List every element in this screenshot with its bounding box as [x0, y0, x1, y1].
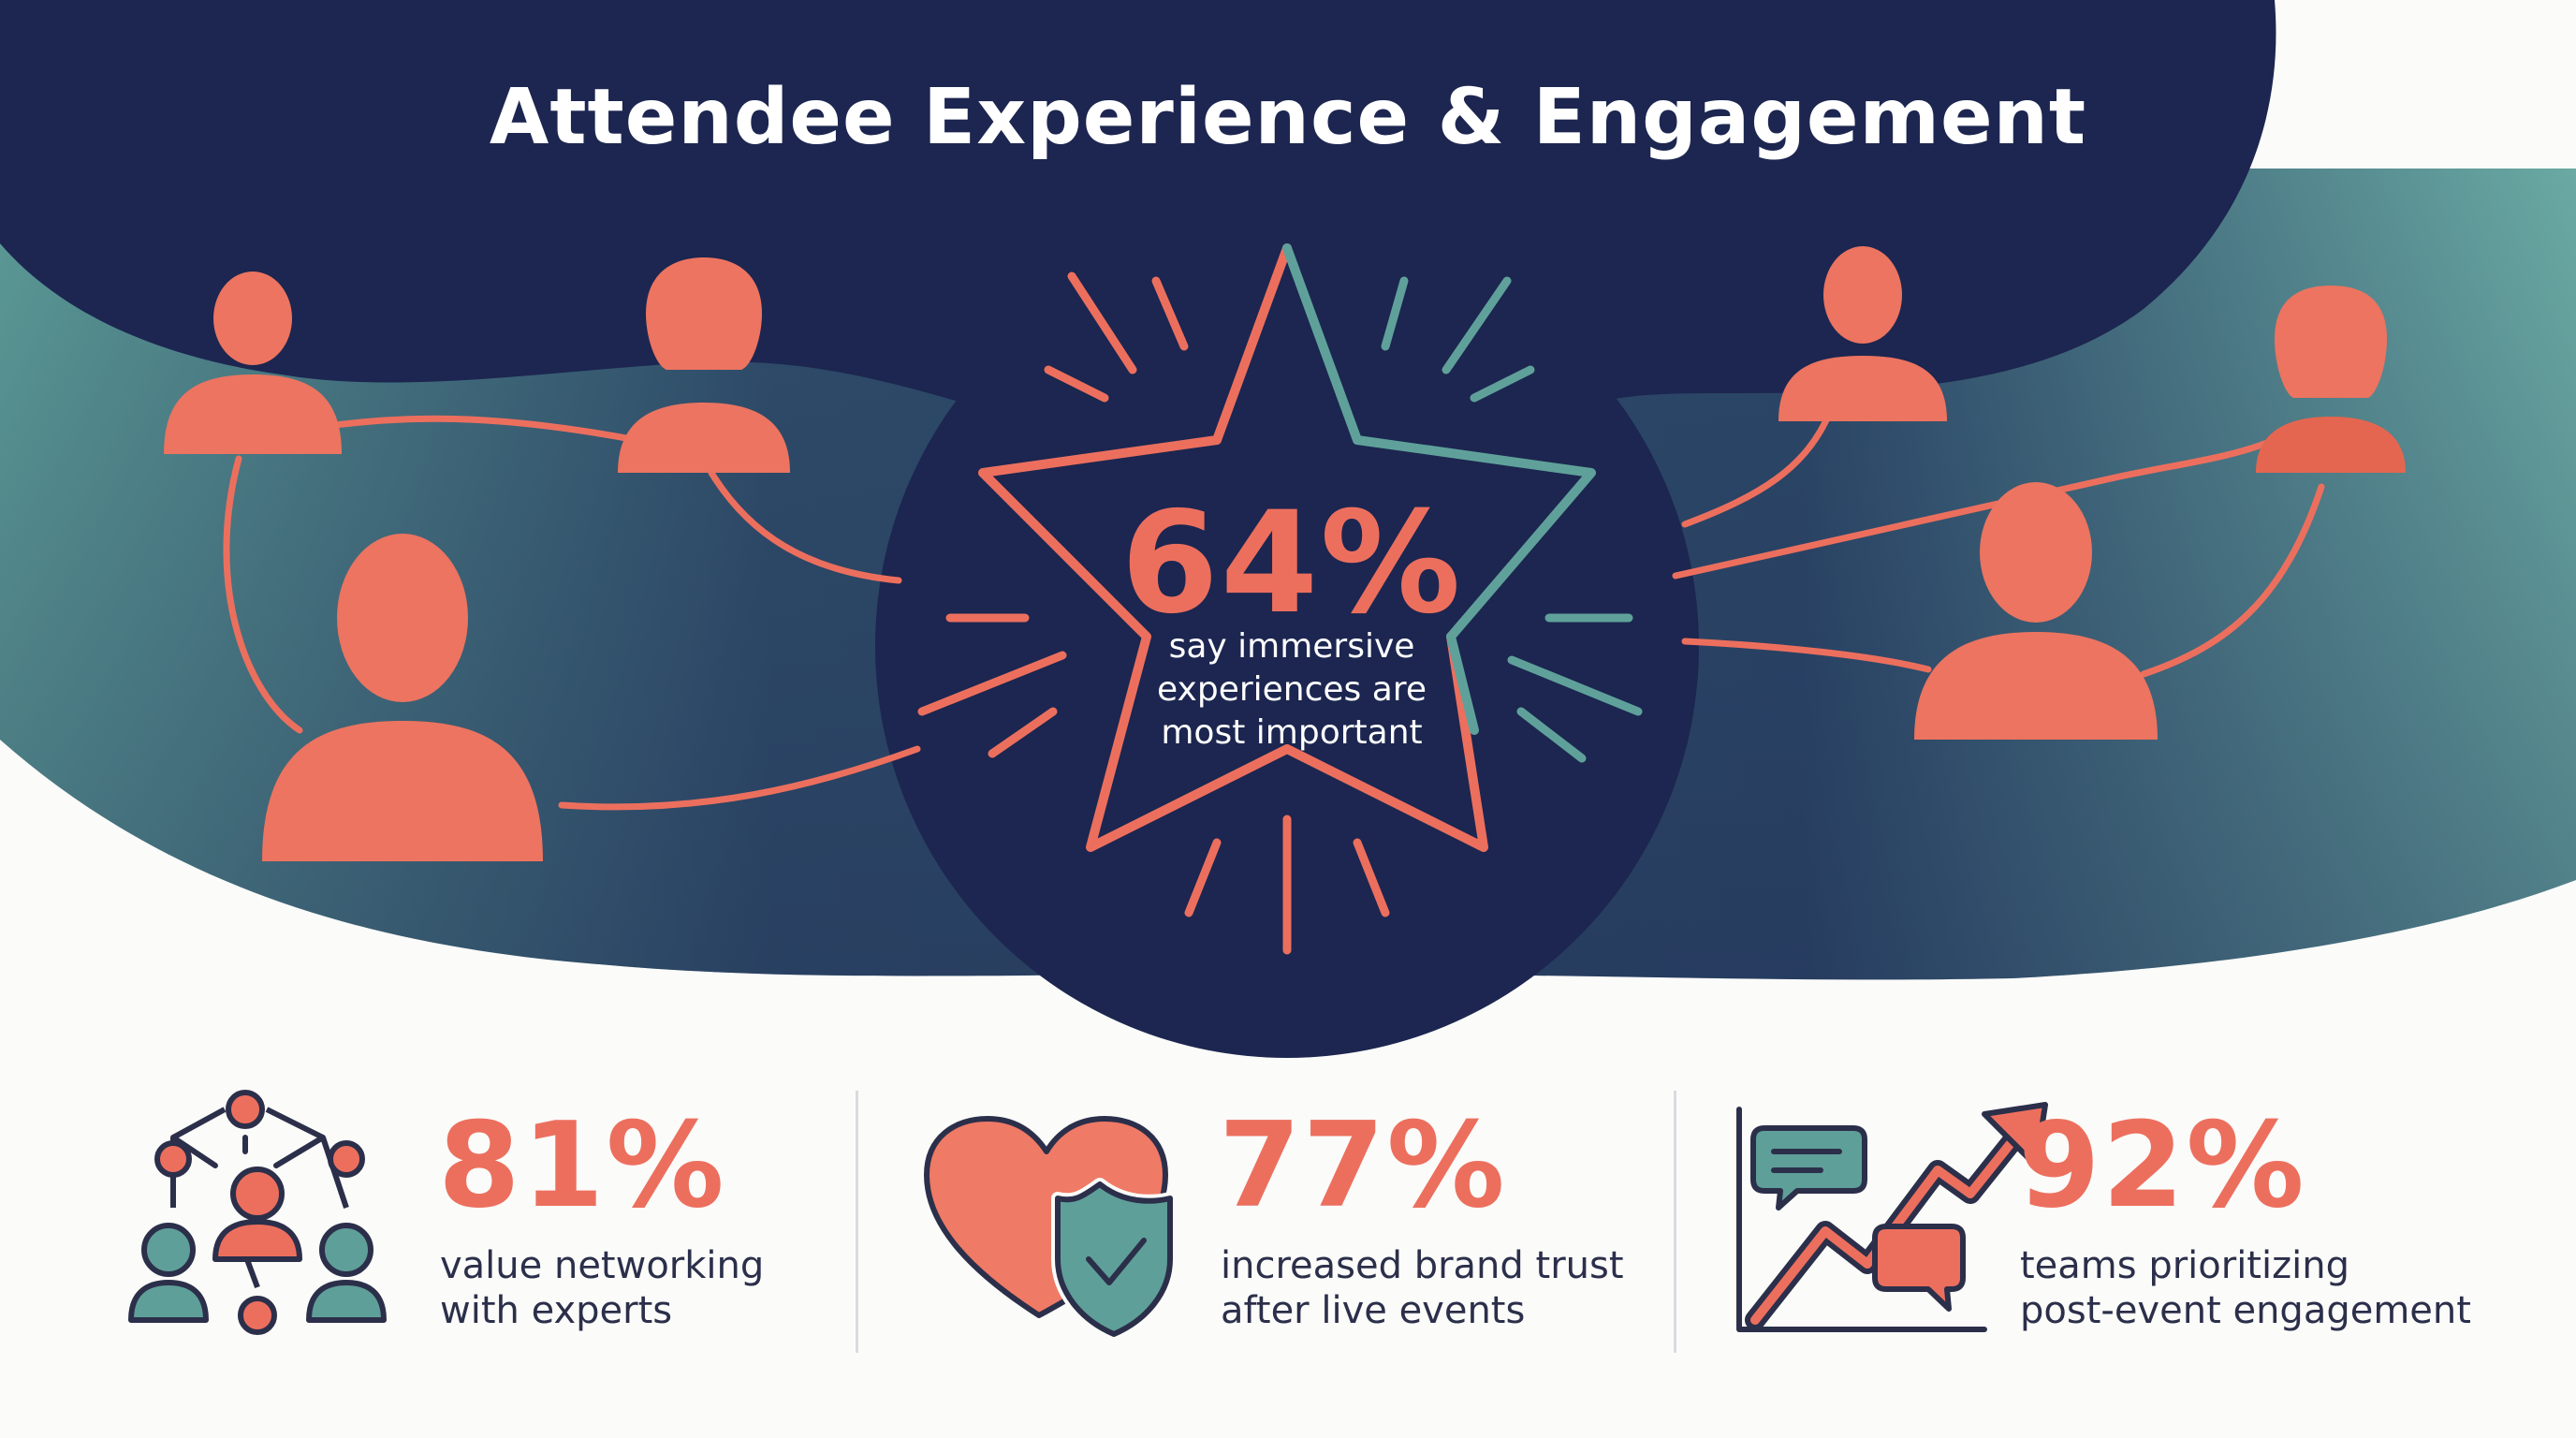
- stat-value-brand-trust: 77%: [1219, 1096, 1507, 1234]
- star-icon: [978, 243, 1596, 852]
- hero-label-line: say immersive: [1168, 627, 1415, 666]
- person-large-icon: [262, 534, 543, 861]
- hero-label-line: experiences are: [1157, 670, 1427, 709]
- growth-chart-chat-icon: [1736, 1102, 2048, 1332]
- burst-rays: [917, 271, 1643, 955]
- hero-stat-value: 64%: [1120, 482, 1463, 645]
- page-title: Attendee Experience & Engagement: [489, 73, 2087, 162]
- stat-label-networking: value networking with experts: [440, 1243, 764, 1333]
- divider: [856, 1091, 858, 1353]
- heart-shield-icon: [924, 1116, 1177, 1341]
- stat-label-line: value networking: [440, 1244, 765, 1287]
- person-icon: [1778, 246, 1947, 421]
- person-large-icon: [1914, 482, 2158, 740]
- stat-label-post-event: teams prioritizing post-event engagement: [2020, 1243, 2471, 1333]
- attendee-silhouettes-right: [1778, 246, 2406, 740]
- stat-label-line: with experts: [440, 1289, 673, 1332]
- person-icon: [164, 271, 342, 454]
- hero-stat-label: say immersive experiences are most impor…: [1058, 625, 1526, 755]
- attendee-silhouettes-left: [164, 257, 790, 861]
- person-female-icon: [2256, 286, 2406, 473]
- person-female-icon: [618, 257, 790, 473]
- stat-label-line: teams prioritizing: [2020, 1244, 2349, 1287]
- stat-label-brand-trust: increased brand trust after live events: [1221, 1243, 1624, 1333]
- stat-label-line: post-event engagement: [2020, 1289, 2471, 1332]
- stat-value-post-event: 92%: [2018, 1096, 2306, 1234]
- divider: [1674, 1091, 1676, 1353]
- stat-label-line: increased brand trust: [1221, 1244, 1624, 1287]
- connection-lines-left: [223, 415, 921, 811]
- hero-label-line: most important: [1161, 713, 1423, 752]
- networking-people-icon: [128, 1090, 387, 1335]
- stat-label-line: after live events: [1221, 1289, 1526, 1332]
- stat-value-networking: 81%: [438, 1096, 726, 1234]
